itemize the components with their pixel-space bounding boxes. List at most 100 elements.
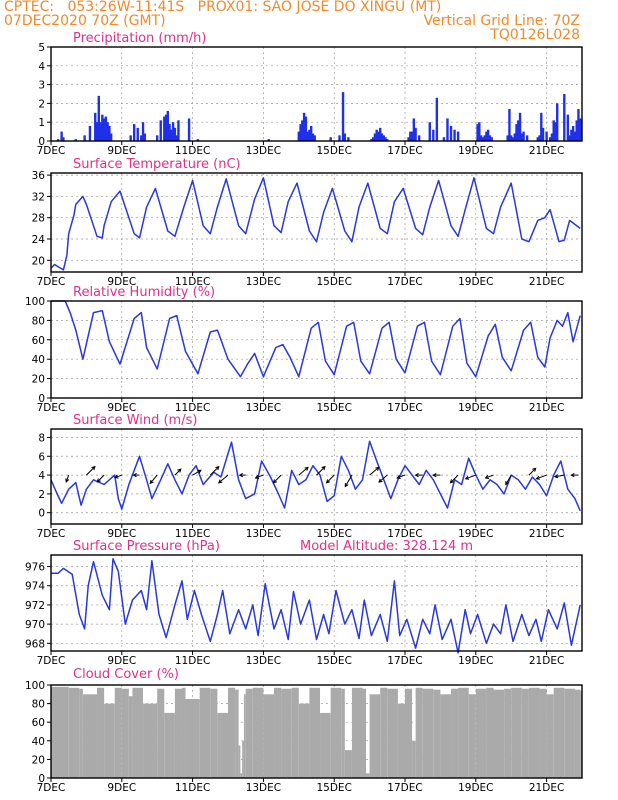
cloud-bar: [242, 740, 244, 778]
cloud-bar: [330, 687, 342, 778]
precip-bar: [479, 135, 483, 141]
precip-bar: [301, 120, 304, 141]
x-tick-label: 11DEC: [175, 782, 210, 794]
precip-bar: [109, 133, 113, 141]
precip-bar: [545, 131, 548, 141]
precip-bar: [297, 131, 300, 141]
cloud-bar: [415, 687, 423, 778]
cloud-bar: [181, 687, 186, 778]
wind-vector: [505, 474, 512, 485]
precip-panel-frame: [50, 46, 583, 142]
precip-bar: [175, 135, 178, 141]
y-tick-label: 2: [38, 489, 45, 501]
x-tick-label: 19DEC: [458, 782, 493, 794]
cloud-bar: [341, 688, 345, 778]
precip-bar: [108, 125, 111, 141]
precip-bar: [435, 97, 439, 141]
rh-series-line: [51, 300, 581, 378]
precip-bar: [164, 114, 168, 141]
precip-bar: [99, 122, 102, 141]
precip-bar: [573, 131, 577, 141]
cloud-bar: [380, 687, 388, 778]
precip-bar: [536, 137, 539, 141]
precip-bar: [442, 137, 446, 141]
cloud-bar: [366, 773, 370, 778]
precip-bar: [548, 137, 552, 141]
x-tick-label: 11DEC: [175, 655, 210, 667]
cloud-bar: [362, 688, 367, 778]
x-tick-label: 13DEC: [246, 145, 281, 157]
precip-bar: [308, 129, 311, 141]
precip-bar: [311, 133, 315, 141]
precip-bar: [541, 127, 545, 141]
cloud-bar: [263, 694, 275, 778]
precip-bar: [380, 133, 384, 141]
x-tick-label: 13DEC: [246, 276, 281, 288]
x-tick-label: 9DEC: [107, 145, 136, 157]
x-tick-label: 15DEC: [316, 276, 351, 288]
cloud-bar: [475, 688, 487, 778]
precip-bar: [490, 137, 493, 141]
precip-bar: [412, 118, 416, 141]
x-tick-label: 15DEC: [316, 782, 351, 794]
precip-bar: [506, 135, 509, 141]
y-tick-label: 28: [32, 213, 45, 225]
cloud-bar: [511, 687, 522, 778]
y-tick-label: 8: [38, 432, 45, 444]
cloud-bar: [412, 740, 416, 778]
cloud-bar: [397, 703, 405, 778]
wind-vector-head: [432, 472, 437, 478]
wind-vector-head: [464, 475, 470, 480]
precip-bar: [306, 131, 309, 141]
x-tick-label: 21DEC: [529, 145, 564, 157]
precip-bar: [377, 131, 380, 141]
precip-bar: [456, 131, 460, 141]
precip-bar: [550, 133, 554, 141]
wind-vector-head: [378, 478, 383, 483]
wind-vector-head: [484, 475, 490, 479]
precip-bar: [94, 112, 97, 141]
y-tick-label: 20: [32, 754, 45, 766]
x-tick-label: 13DEC: [246, 402, 281, 414]
precip-bar: [570, 129, 573, 141]
x-tick-label: 17DEC: [387, 402, 422, 414]
precip-bar: [141, 122, 145, 141]
cloud-bar: [132, 687, 144, 778]
wind-vector: [149, 474, 158, 484]
cloud-bar: [387, 688, 398, 778]
temp-title: Surface Temperature (nC): [73, 157, 241, 172]
x-tick-label: 15DEC: [316, 528, 351, 540]
precip-bar: [173, 127, 177, 141]
precip-bar: [97, 95, 100, 141]
wind-vector: [536, 474, 547, 480]
precip-bar: [511, 137, 515, 141]
cloud-bar: [217, 712, 228, 778]
precip-bar: [140, 135, 143, 141]
wind-vector-head: [553, 474, 559, 479]
precip-bar: [382, 135, 385, 141]
precip-bar: [88, 125, 92, 141]
cloud-bar: [521, 688, 529, 778]
precip-bar: [407, 137, 410, 141]
precip-bar: [267, 139, 270, 141]
precip-bar: [338, 135, 341, 141]
precip-bar: [156, 135, 159, 141]
precip-bar: [513, 133, 516, 141]
cloud-panel-frame: [50, 684, 583, 779]
precip-bar: [129, 135, 132, 141]
wind-vector: [114, 474, 122, 479]
y-tick-label: 0: [38, 773, 45, 785]
x-tick-label: 13DEC: [246, 528, 281, 540]
wind-vector: [65, 474, 70, 483]
x-tick-label: 15DEC: [316, 402, 351, 414]
station-header: CPTEC: 053:26W-11:41S PROX01: SAO JOSE D…: [4, 0, 442, 15]
wind-vector-head: [532, 467, 537, 472]
y-tick-label: 32: [32, 191, 45, 203]
precip-bar: [478, 122, 481, 141]
pres-series-line: [51, 558, 581, 654]
precip-bar: [508, 109, 511, 141]
wind-vector-head: [91, 465, 96, 471]
x-tick-label: 21DEC: [529, 276, 564, 288]
wind-vector: [485, 474, 494, 479]
cloud-bar: [553, 687, 565, 778]
